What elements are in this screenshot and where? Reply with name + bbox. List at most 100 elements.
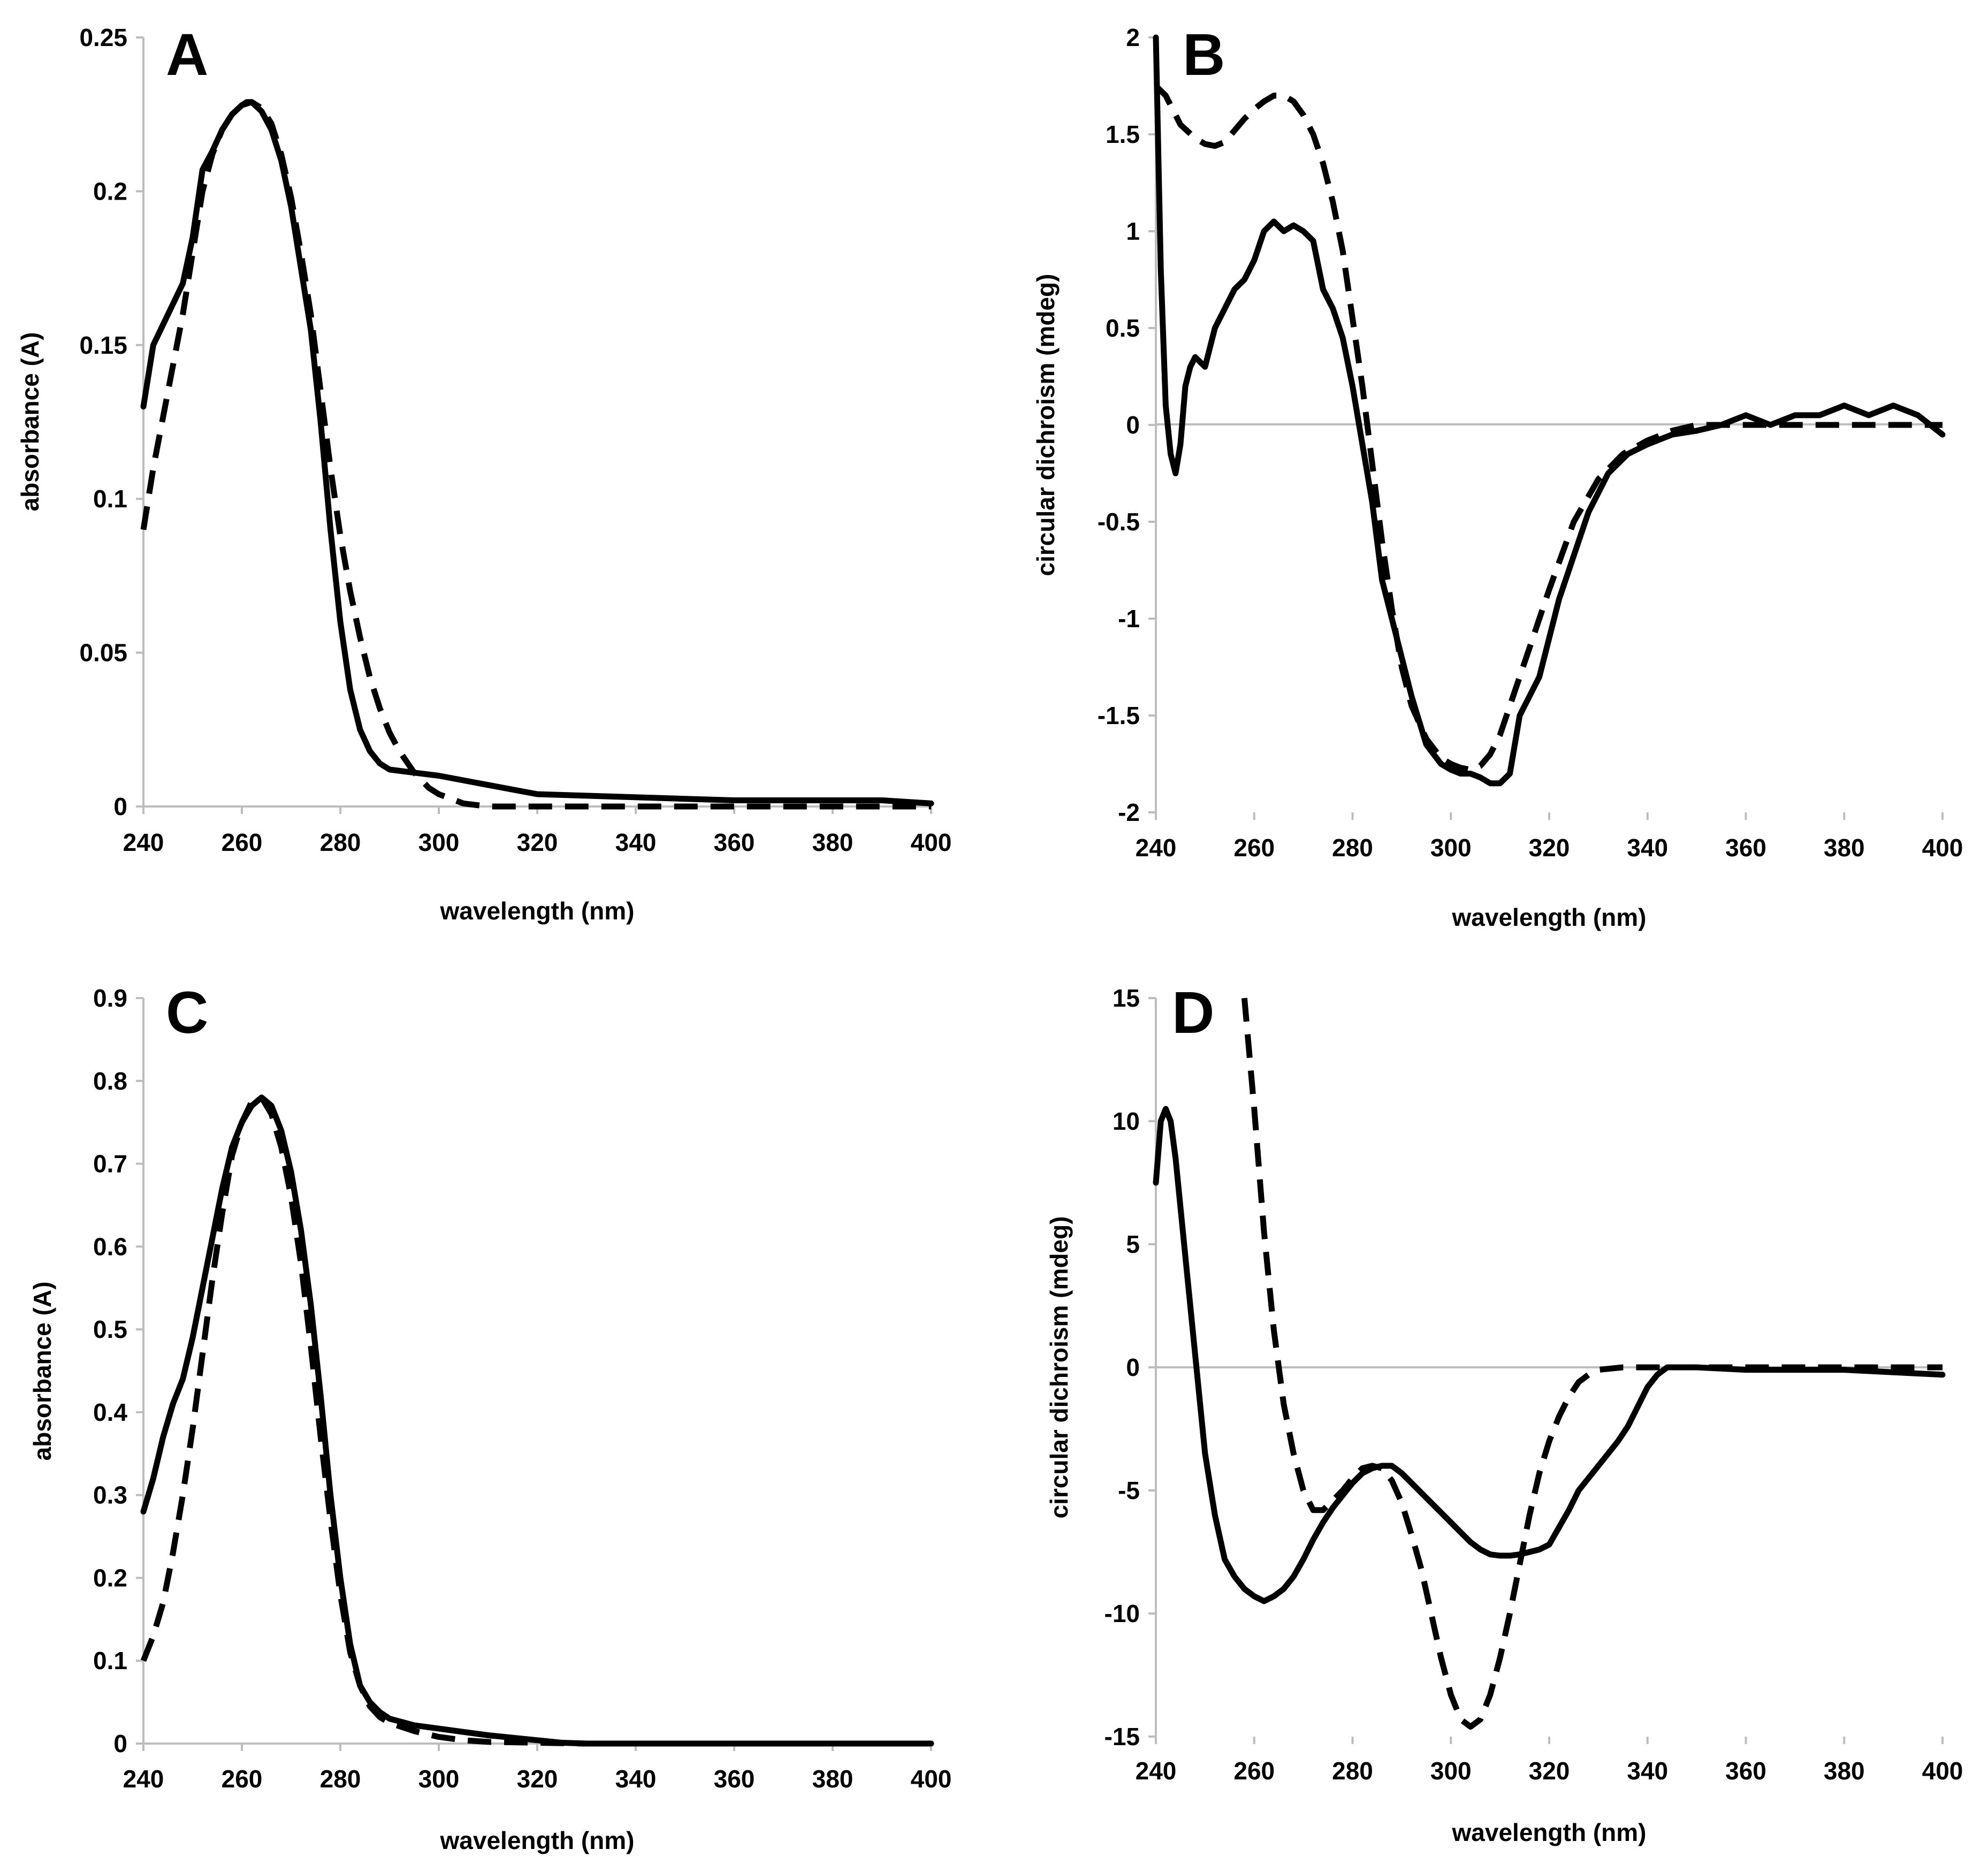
panel-d-x-tick-label: 320 <box>1529 1757 1570 1785</box>
panel-c-y-tick-label: 0.1 <box>93 1647 127 1675</box>
panel-b-x-tick-label: 260 <box>1233 834 1275 862</box>
panel-b-y-tick-label: 1.5 <box>1106 120 1140 148</box>
panel-d-x-tick-label: 360 <box>1725 1757 1766 1785</box>
panel-a-y-tick-label: 0.2 <box>93 177 127 205</box>
panel-b-y-title: circular dichroism (mdeg) <box>1032 274 1060 576</box>
panel-d-series-solid <box>1153 1106 1946 1604</box>
panel-c-series-dashed <box>140 1094 931 1747</box>
panel-d-y-tick-label: 10 <box>1113 1107 1140 1135</box>
panel-c-y-tick-label: 0.3 <box>93 1481 127 1509</box>
panel-b-x-tick-label: 280 <box>1332 834 1373 862</box>
panel-b-series-dashed <box>1154 83 1943 773</box>
panel-b-x-title: wavelength (nm) <box>1452 903 1647 931</box>
panel-d-x-tick-label: 380 <box>1824 1757 1865 1785</box>
panel-d-series-dashed <box>1241 998 1943 1730</box>
panel-c-x-tick-label: 380 <box>812 1765 854 1793</box>
panel-a-y-tick-label: 0.1 <box>93 485 127 513</box>
panel-c-x-tick-label: 400 <box>911 1765 952 1793</box>
panel-d-ticks: 240 260 280 300 320 340 360 380 400 -15 -10 -5 0 5 10 1… <box>1105 984 1963 1785</box>
panel-c-series-solid <box>140 1094 934 1747</box>
panel-c-x-tick-label: 280 <box>320 1765 361 1793</box>
panel-b-x-tick-label: 340 <box>1627 834 1668 862</box>
panel-d-x-tick-label: 400 <box>1922 1757 1963 1785</box>
panel-c-y-tick-label: 0.9 <box>93 984 127 1012</box>
panel-a-x-tick-label: 380 <box>812 828 854 856</box>
panel-b-x-tick-label: 380 <box>1824 834 1865 862</box>
panel-d-y-tick-label: -10 <box>1105 1600 1140 1627</box>
panel-d-x-tick-label: 260 <box>1233 1757 1275 1785</box>
panel-a-x-tick-label: 320 <box>517 828 558 856</box>
panel-a-y-tick-label: 0 <box>113 793 127 820</box>
panel-c-x-tick-label: 260 <box>222 1765 263 1793</box>
panel-c-y-tick-label: 0 <box>113 1730 127 1757</box>
panel-a-y-title: absorbance (A) <box>16 332 44 512</box>
panel-b-y-tick-label: -2 <box>1118 798 1140 826</box>
panel-c-y-tick-label: 0.4 <box>93 1398 127 1426</box>
panel-d-x-tick-label: 240 <box>1136 1757 1177 1785</box>
panel-b-series-solid <box>1153 34 1946 787</box>
panel-d-x-tick-label: 300 <box>1430 1757 1472 1785</box>
panel-b: 240 260 280 300 320 340 360 380 400 -2 -1.5 -1 -0.5 0… <box>1032 22 1963 931</box>
panel-c-x-tick-label: 300 <box>418 1765 460 1793</box>
panel-a-x-tick-label: 400 <box>911 828 952 856</box>
panel-c-x-tick-label: 340 <box>615 1765 657 1793</box>
panel-d-x-tick-label: 340 <box>1627 1757 1668 1785</box>
panel-d-letter: D <box>1172 980 1214 1046</box>
panel-b-x-tick-label: 320 <box>1529 834 1570 862</box>
panel-d-y-tick-label: 15 <box>1113 984 1140 1012</box>
panel-a-x-tick-label: 340 <box>615 828 657 856</box>
panel-a-letter: A <box>166 22 208 88</box>
panel-d-x-title: wavelength (nm) <box>1452 1818 1647 1846</box>
panel-a-x-tick-label: 280 <box>320 828 361 856</box>
panel-c-x-tick-label: 320 <box>517 1765 558 1793</box>
panel-a: 240 260 280 300 320 340 360 380 400 0 0.05 0.1 0.15 0… <box>16 22 951 925</box>
panel-c-y-tick-label: 0.7 <box>93 1150 127 1178</box>
panel-b-y-tick-label: 2 <box>1126 24 1140 51</box>
panel-d-y-tick-label: 5 <box>1126 1230 1140 1258</box>
panel-c-y-title: absorbance (A) <box>28 1282 56 1461</box>
panel-d-y-title: circular dichroism (mdeg) <box>1045 1216 1073 1519</box>
panel-c-y-tick-label: 0.6 <box>93 1232 127 1260</box>
panel-b-y-tick-label: 0.5 <box>1106 314 1140 342</box>
panel-a-x-tick-label: 360 <box>714 828 755 856</box>
panel-a-y-tick-label: 0.05 <box>79 639 127 667</box>
panel-b-y-tick-label: -0.5 <box>1098 508 1140 536</box>
panel-c-y-tick-label: 0.5 <box>93 1315 127 1343</box>
panel-a-x-tick-label: 260 <box>222 828 263 856</box>
panel-b-x-tick-label: 360 <box>1725 834 1766 862</box>
panel-c: 240 260 280 300 320 340 360 380 400 0 0.1 0.2 0.3 0.4… <box>28 980 951 1854</box>
panel-c-y-tick-label: 0.8 <box>93 1067 127 1095</box>
panel-c-x-tick-label: 240 <box>123 1765 164 1793</box>
panel-b-y-tick-label: -1.5 <box>1098 702 1140 729</box>
panel-b-y-tick-label: 1 <box>1126 217 1140 245</box>
panel-b-y-tick-label: 0 <box>1126 411 1140 439</box>
panel-a-series-dashed <box>140 99 931 810</box>
panel-c-ticks: 240 260 280 300 320 340 360 380 400 0 0.1 0.2 0.3 0.4… <box>93 984 951 1793</box>
panel-a-y-tick-label: 0.25 <box>79 24 127 51</box>
panel-d-y-tick-label: -5 <box>1118 1477 1140 1504</box>
panel-c-x-tick-label: 360 <box>714 1765 755 1793</box>
panel-c-letter: C <box>166 980 208 1046</box>
panel-d-y-tick-label: -15 <box>1105 1723 1140 1751</box>
panel-b-letter: B <box>1183 22 1225 88</box>
panel-d-series <box>1153 998 1946 1730</box>
panel-a-y-tick-label: 0.15 <box>79 331 127 359</box>
panel-d-y-tick-label: 0 <box>1126 1353 1140 1381</box>
panel-d: 240 260 280 300 320 340 360 380 400 -15 -10 -5 0 5 10 1… <box>1045 980 1963 1846</box>
panel-b-x-tick-label: 300 <box>1430 834 1472 862</box>
panel-b-x-tick-label: 400 <box>1922 834 1963 862</box>
panel-a-x-tick-label: 300 <box>418 828 460 856</box>
panel-b-ticks: 240 260 280 300 320 340 360 380 400 -2 -1.5 -1 -0.5 0… <box>1098 24 1963 862</box>
panel-c-x-title: wavelength (nm) <box>440 1826 635 1854</box>
panel-a-series <box>140 99 934 810</box>
panel-a-x-tick-label: 240 <box>123 828 164 856</box>
panel-b-series <box>1153 34 1946 787</box>
panel-c-series <box>140 1094 934 1747</box>
panel-d-x-tick-label: 280 <box>1332 1757 1373 1785</box>
panel-b-x-tick-label: 240 <box>1136 834 1177 862</box>
panel-b-y-tick-label: -1 <box>1118 605 1140 633</box>
panel-a-series-solid <box>140 99 934 806</box>
panel-c-y-tick-label: 0.2 <box>93 1564 127 1592</box>
panel-a-x-title: wavelength (nm) <box>440 897 635 925</box>
